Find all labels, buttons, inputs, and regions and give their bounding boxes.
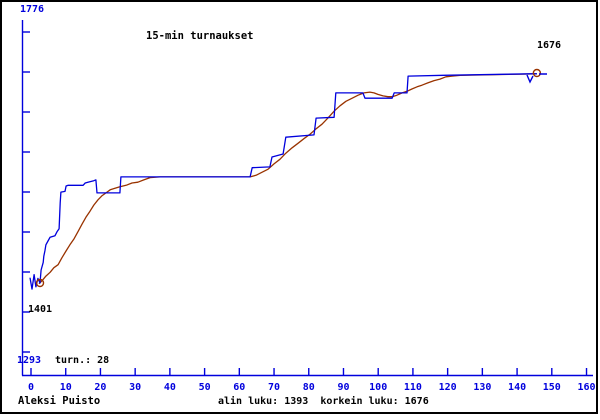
x-tick-label: 160 — [577, 382, 596, 393]
x-tick-label: 60 — [233, 382, 246, 393]
x-tick-label: 20 — [94, 382, 107, 393]
x-tick-label: 70 — [268, 382, 281, 393]
x-tick-label: 140 — [508, 382, 527, 393]
x-tick-label: 100 — [369, 382, 388, 393]
y-axis-max-label: 1776 — [20, 4, 45, 15]
end-value-label: 1676 — [537, 40, 562, 51]
data-series — [29, 73, 537, 290]
y-axis-min-label: 1293 — [17, 355, 42, 366]
tournament-count-label: turn.: 28 — [55, 355, 110, 366]
endpoint-markers — [35, 68, 542, 288]
x-tick-label: 40 — [163, 382, 176, 393]
start-value-label: 1401 — [28, 304, 53, 315]
x-tick-label: 10 — [59, 382, 72, 393]
x-tick-label: 90 — [337, 382, 350, 393]
x-tick-label: 50 — [198, 382, 211, 393]
chart-title: 15-min turnaukset — [146, 30, 254, 42]
footer-rating-stats: alin luku: 1393 korkein luku: 1676 — [218, 396, 429, 407]
end-marker — [532, 68, 542, 78]
x-tick-label: 30 — [129, 382, 142, 393]
end-arrow-icon — [526, 73, 547, 84]
footer-player-name: Aleksi Puisto — [18, 395, 101, 407]
x-tick-label: 150 — [542, 382, 561, 393]
start-marker — [35, 278, 45, 288]
x-tick-label: 0 — [27, 382, 35, 393]
rating-line — [29, 73, 537, 290]
x-tick-label: 130 — [473, 382, 492, 393]
x-tick-label: 120 — [438, 382, 457, 393]
axis-ticks — [23, 31, 588, 375]
x-tick-label: 80 — [302, 382, 315, 393]
x-tick-label: 110 — [403, 382, 422, 393]
average-line — [38, 73, 537, 285]
